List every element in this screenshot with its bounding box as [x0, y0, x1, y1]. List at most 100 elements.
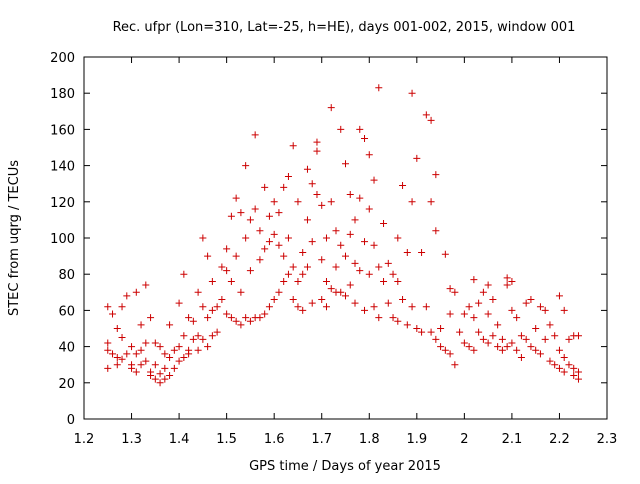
x-tick-label: 2.1: [502, 432, 523, 447]
data-point: [161, 364, 169, 372]
data-point: [151, 339, 159, 347]
data-point: [365, 151, 373, 159]
data-point: [170, 364, 178, 372]
data-point: [313, 191, 321, 199]
data-point: [113, 361, 121, 369]
data-point: [175, 343, 183, 351]
data-point: [104, 339, 112, 347]
data-point: [242, 234, 250, 242]
data-point: [342, 292, 349, 300]
data-point: [237, 209, 245, 217]
data-point: [370, 303, 378, 311]
data-point: [185, 314, 193, 322]
data-point: [332, 227, 340, 235]
data-point: [574, 332, 582, 340]
data-point: [275, 209, 283, 217]
data-point: [208, 332, 216, 340]
data-point: [151, 375, 159, 383]
data-point: [541, 306, 549, 314]
data-point: [109, 350, 117, 358]
data-point: [232, 252, 240, 260]
x-tick-label: 1.8: [359, 432, 380, 447]
y-tick-label: 0: [67, 413, 75, 428]
data-point: [132, 288, 140, 296]
data-point: [189, 317, 197, 325]
data-point: [251, 131, 259, 139]
data-point: [361, 134, 369, 142]
data-point: [313, 147, 321, 155]
data-point: [351, 299, 359, 307]
data-point: [170, 346, 178, 354]
data-point: [123, 350, 131, 358]
data-point: [118, 355, 126, 363]
data-point: [536, 350, 544, 358]
data-point: [418, 328, 426, 336]
data-point: [384, 259, 392, 267]
data-point: [284, 172, 292, 180]
y-tick-label: 100: [50, 232, 75, 247]
data-point: [299, 248, 307, 256]
data-point: [375, 314, 383, 322]
y-tick-label: 20: [58, 377, 75, 392]
data-point: [256, 314, 264, 322]
data-point: [399, 182, 407, 190]
data-point: [498, 346, 506, 354]
data-point: [560, 353, 568, 361]
data-point: [303, 216, 311, 224]
data-point: [308, 238, 316, 246]
data-point: [555, 346, 563, 354]
data-point: [399, 296, 407, 304]
data-point: [189, 335, 197, 343]
data-point: [541, 335, 549, 343]
data-point: [261, 245, 269, 253]
data-point: [555, 292, 563, 300]
data-point: [142, 339, 150, 347]
data-point: [275, 288, 283, 296]
data-point: [327, 104, 335, 112]
data-point: [479, 288, 487, 296]
data-point: [104, 364, 112, 372]
data-point: [346, 230, 354, 238]
data-point: [394, 317, 402, 325]
data-point: [199, 234, 207, 242]
data-point: [489, 332, 497, 340]
data-point: [375, 84, 383, 92]
data-point: [570, 364, 578, 372]
data-point: [322, 303, 330, 311]
data-point: [446, 285, 454, 293]
data-point: [437, 343, 445, 351]
data-point: [280, 277, 288, 285]
data-point: [465, 303, 473, 311]
data-point: [441, 346, 449, 354]
data-point: [413, 325, 421, 332]
y-tick-label: 120: [50, 196, 75, 211]
data-point: [322, 234, 330, 242]
data-point: [223, 310, 231, 318]
data-point: [451, 288, 459, 296]
x-tick-label: 2.2: [549, 432, 570, 447]
data-point: [427, 198, 435, 206]
data-point: [289, 142, 297, 150]
data-point: [280, 183, 288, 191]
data-point: [303, 165, 311, 173]
data-point: [289, 296, 297, 304]
data-point: [565, 361, 573, 369]
data-point: [128, 364, 136, 372]
data-point: [213, 328, 221, 336]
data-point: [242, 162, 250, 170]
x-tick-label: 1.5: [216, 432, 237, 447]
data-point: [346, 281, 354, 289]
data-point: [370, 241, 378, 249]
data-point: [265, 212, 273, 220]
data-point: [494, 321, 502, 329]
x-tick-label: 1.6: [264, 432, 285, 447]
data-point: [546, 321, 554, 329]
data-point: [408, 303, 416, 311]
data-point: [294, 277, 302, 285]
data-point: [418, 248, 426, 256]
y-tick-label: 60: [58, 304, 75, 319]
data-point: [446, 350, 454, 358]
data-point: [223, 245, 231, 253]
data-point: [322, 277, 330, 285]
data-point: [132, 350, 140, 358]
